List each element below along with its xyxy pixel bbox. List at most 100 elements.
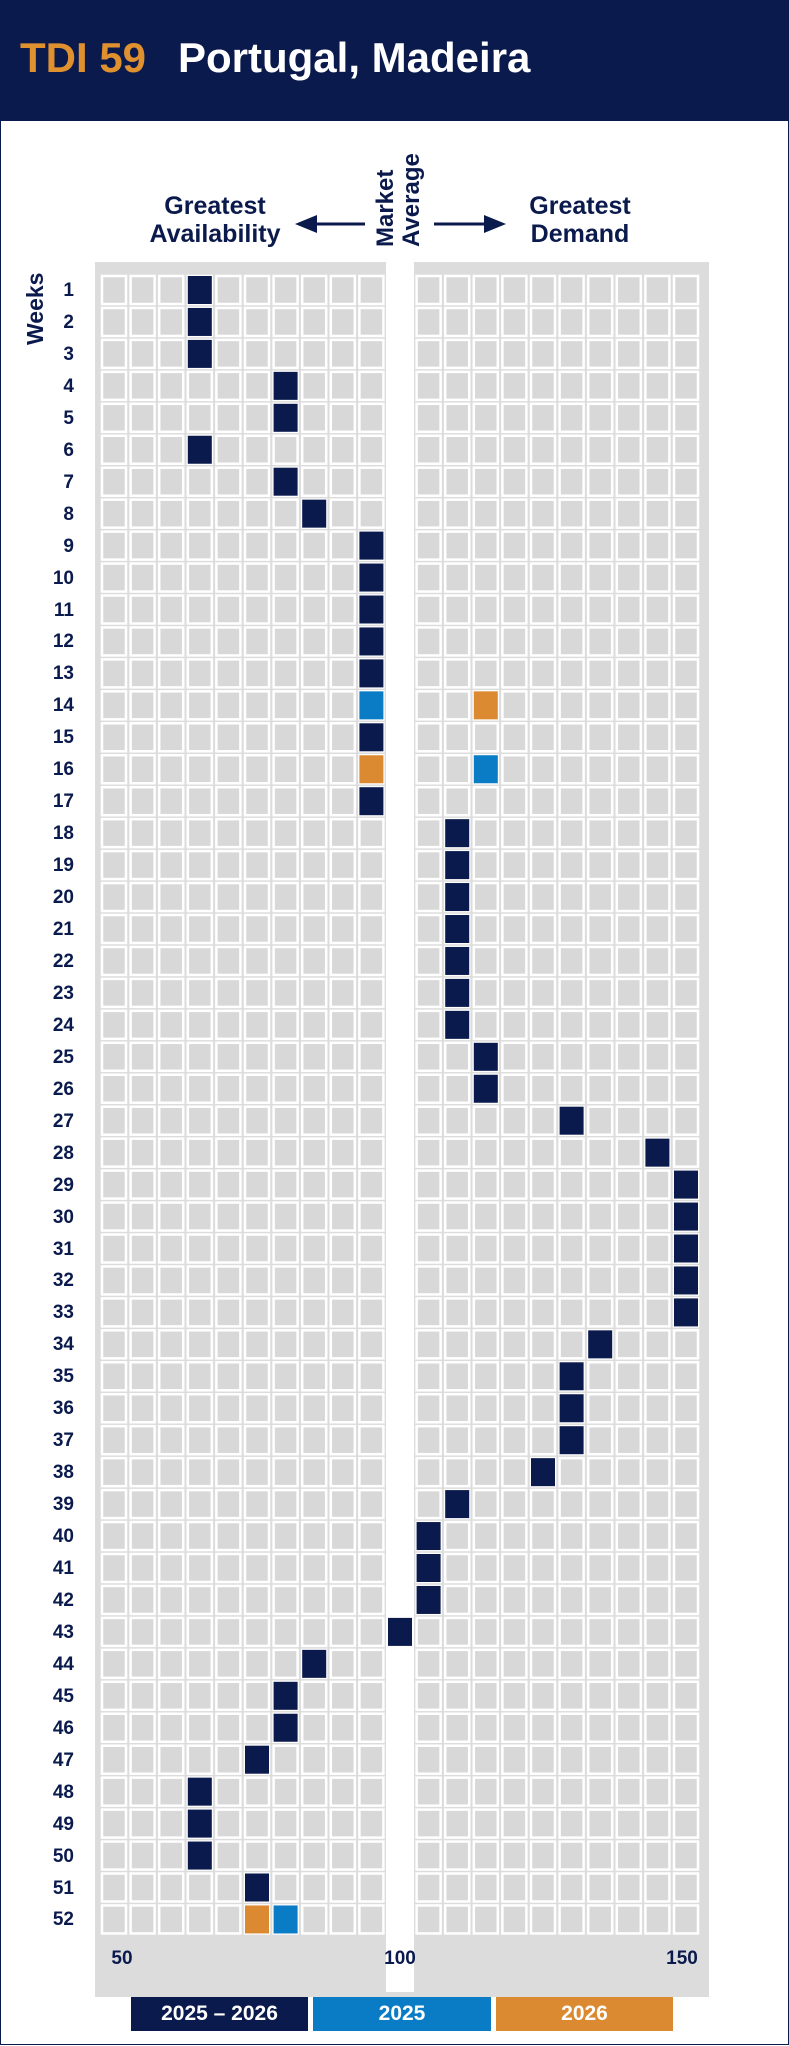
data-cell-week-13: [359, 659, 384, 688]
grid-cell: [558, 530, 585, 561]
grid-cell: [472, 1009, 500, 1041]
data-cell-week-22: [445, 946, 470, 975]
grid-cell: [358, 1393, 385, 1424]
grid-cell: [586, 881, 614, 913]
grid-cell: [129, 594, 156, 625]
grid-cell: [129, 1808, 156, 1839]
grid-cell: [358, 1201, 385, 1232]
grid-cell: [358, 913, 385, 945]
grid-cell: [358, 1456, 385, 1488]
grid-cell: [186, 1456, 214, 1488]
grid-cell: [329, 1009, 357, 1041]
grid-cell: [272, 1265, 299, 1296]
week-label: 46: [52, 1717, 74, 1739]
grid-cell: [272, 817, 299, 849]
grid-cell: [243, 1297, 271, 1328]
data-cell-week-29: [674, 1170, 698, 1199]
grid-cell: [129, 1776, 156, 1807]
grid-cell: [415, 1169, 442, 1200]
grid-cell: [472, 1329, 500, 1360]
grid-cell: [586, 626, 614, 657]
week-label: 49: [52, 1813, 74, 1835]
grid-cell: [300, 402, 328, 434]
grid-cell: [215, 1872, 242, 1903]
grid-cell: [157, 1297, 185, 1328]
grid-cell: [644, 1712, 671, 1743]
grid-cell: [529, 1073, 557, 1104]
grid-cell: [558, 338, 585, 370]
week-label: 37: [52, 1430, 74, 1452]
grid-cell: [300, 849, 328, 881]
grid-cell: [272, 1808, 299, 1839]
grid-cell: [443, 1520, 471, 1552]
week-label: 43: [52, 1621, 74, 1643]
grid-cell: [415, 562, 442, 593]
grid-cell: [672, 1808, 700, 1839]
grid-cell: [443, 1584, 471, 1616]
grid-cell: [157, 1361, 185, 1392]
grid-cell: [644, 306, 671, 338]
grid-cell: [129, 945, 156, 977]
grid-cell: [272, 1201, 299, 1232]
data-cell-week-52: [245, 1905, 269, 1934]
grid-cell: [300, 530, 328, 561]
grid-cell: [644, 1009, 671, 1041]
grid-cell: [157, 434, 185, 465]
grid-cell: [644, 1616, 671, 1648]
grid-cell: [358, 498, 385, 529]
grid-cell: [415, 1616, 442, 1648]
grid-cell: [100, 530, 128, 561]
grid-cell: [529, 1648, 557, 1680]
grid-cell: [415, 785, 442, 817]
grid-cell: [472, 434, 500, 465]
data-cell-week-40: [416, 1522, 441, 1551]
grid-cell: [644, 274, 671, 306]
grid-cell: [272, 498, 299, 529]
grid-cell: [215, 434, 242, 465]
grid-cell: [529, 785, 557, 817]
grid-cell: [215, 1105, 242, 1136]
grid-cell: [472, 1169, 500, 1200]
week-label: 48: [52, 1781, 74, 1803]
grid-cell: [243, 434, 271, 465]
grid-cell: [215, 1840, 242, 1871]
grid-cell: [243, 1041, 271, 1073]
grid-cell: [100, 562, 128, 593]
grid-cell: [272, 1297, 299, 1328]
grid-cell: [558, 274, 585, 306]
grid-cell: [529, 977, 557, 1009]
grid-cell: [672, 881, 700, 913]
grid-cell: [615, 1456, 643, 1488]
grid-cell: [672, 1041, 700, 1073]
grid-cell: [415, 977, 442, 1009]
grid-cell: [443, 466, 471, 497]
grid-cell: [129, 434, 156, 465]
grid-cell: [243, 562, 271, 593]
grid-cell: [129, 370, 156, 402]
grid-cell: [100, 1329, 128, 1360]
grid-cell: [529, 1393, 557, 1424]
grid-cell: [243, 881, 271, 913]
arrow-left-icon: [295, 215, 365, 233]
grid-cell: [415, 722, 442, 753]
grid-cell: [157, 1616, 185, 1648]
grid-cell: [415, 1297, 442, 1328]
week-label: 7: [63, 471, 74, 493]
grid-cell: [672, 530, 700, 561]
grid-cell: [558, 881, 585, 913]
grid-cell: [529, 1520, 557, 1552]
data-cell-week-24: [445, 1010, 470, 1039]
grid-cell: [586, 1169, 614, 1200]
grid-cell: [157, 1808, 185, 1839]
grid-cell: [586, 1680, 614, 1712]
grid-cell: [558, 1009, 585, 1041]
grid-cell: [329, 1520, 357, 1552]
grid-cell: [586, 1265, 614, 1296]
grid-cell: [243, 338, 271, 370]
grid-cell: [157, 1169, 185, 1200]
grid-cell: [529, 562, 557, 593]
grid-cell: [157, 1776, 185, 1807]
grid-cell: [558, 1584, 585, 1616]
grid-cell: [615, 498, 643, 529]
grid-cell: [615, 1424, 643, 1456]
